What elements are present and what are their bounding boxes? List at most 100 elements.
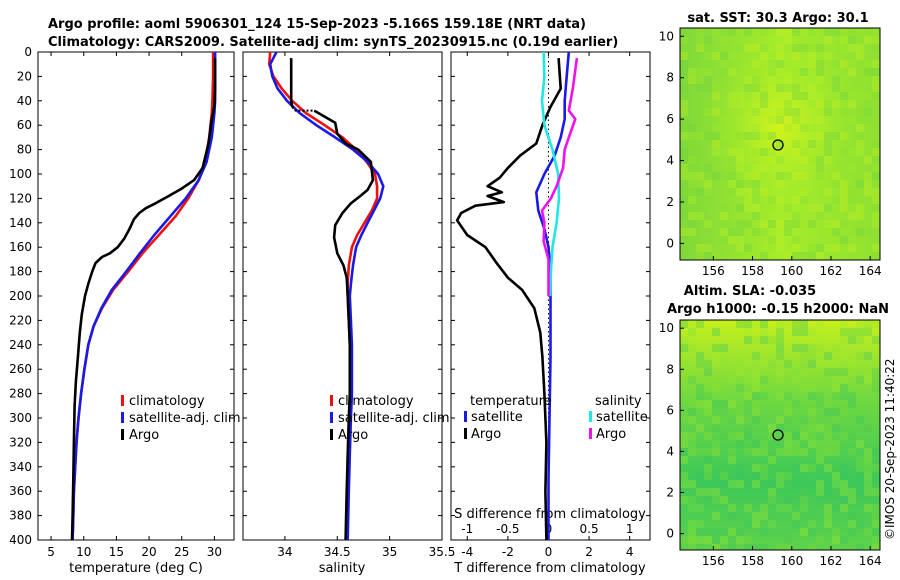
heatmap-cell <box>712 252 720 260</box>
heatmap-cell <box>848 528 856 536</box>
heatmap-cell <box>728 100 736 108</box>
heatmap-cell <box>696 504 704 512</box>
heatmap-cell <box>688 488 696 496</box>
heatmap-cell <box>832 472 840 480</box>
heatmap-cell <box>832 28 840 36</box>
heatmap-cell <box>816 336 824 344</box>
heatmap-cell <box>808 344 816 352</box>
heatmap-cell <box>784 228 792 236</box>
heatmap-cell <box>776 336 784 344</box>
heatmap-cell <box>792 252 800 260</box>
heatmap-cell <box>728 456 736 464</box>
heatmap-cell <box>864 352 872 360</box>
heatmap-cell <box>720 124 728 132</box>
heatmap-cell <box>824 140 832 148</box>
heatmap-cell <box>752 108 760 116</box>
legend-label-satellite-adj: satellite-adj. clim <box>129 411 241 426</box>
x-tick-label: 5 <box>47 545 55 559</box>
heatmap-cell <box>712 124 720 132</box>
heatmap-cell <box>744 204 752 212</box>
heatmap-cell <box>856 108 864 116</box>
heatmap-cell <box>680 196 688 204</box>
heatmap-cell <box>784 36 792 44</box>
map-x-tick-label: 160 <box>780 264 803 278</box>
heatmap-cell <box>824 156 832 164</box>
heatmap-cell <box>696 244 704 252</box>
heatmap-cell <box>872 188 880 196</box>
map-y-tick-label: 0 <box>666 236 674 250</box>
heatmap-cell <box>824 400 832 408</box>
heatmap-cell <box>792 220 800 228</box>
heatmap-cell <box>816 456 824 464</box>
heatmap-cell <box>736 244 744 252</box>
map-x-tick-label: 162 <box>820 264 843 278</box>
heatmap-cell <box>832 196 840 204</box>
x-tick-label: 30 <box>207 545 222 559</box>
heatmap-cell <box>768 344 776 352</box>
heatmap-cell <box>816 480 824 488</box>
heatmap-cell <box>752 320 760 328</box>
heatmap-cell <box>784 124 792 132</box>
heatmap-cell <box>680 344 688 352</box>
heatmap-cell <box>840 132 848 140</box>
heatmap-cell <box>784 100 792 108</box>
heatmap-cell <box>704 464 712 472</box>
heatmap-cell <box>744 376 752 384</box>
heatmap-cell <box>800 488 808 496</box>
map-y-tick-label: 2 <box>666 195 674 209</box>
temperature-line-argo <box>70 58 217 541</box>
heatmap-cell <box>744 60 752 68</box>
heatmap-cell <box>856 212 864 220</box>
heatmap-cell <box>752 164 760 172</box>
heatmap-cell <box>680 228 688 236</box>
heatmap-cell <box>800 344 808 352</box>
legend-label-s-argo: Argo <box>596 427 626 442</box>
heatmap-cell <box>752 440 760 448</box>
heatmap-cell <box>704 108 712 116</box>
heatmap-cell <box>800 432 808 440</box>
heatmap-cell <box>728 92 736 100</box>
heatmap-cell <box>832 172 840 180</box>
heatmap-cell <box>776 140 784 148</box>
heatmap-cell <box>744 68 752 76</box>
heatmap-cell <box>808 544 816 550</box>
heatmap-cell <box>744 84 752 92</box>
heatmap-cell <box>840 472 848 480</box>
heatmap-cell <box>792 92 800 100</box>
heatmap-cell <box>824 204 832 212</box>
heatmap-cell <box>736 188 744 196</box>
heatmap-cell <box>776 228 784 236</box>
heatmap-cell <box>832 84 840 92</box>
heatmap-cell <box>792 44 800 52</box>
legend-swatch-t-argo <box>464 428 467 439</box>
heatmap-cell <box>848 212 856 220</box>
heatmap-cell <box>720 132 728 140</box>
x-tick-label: -4 <box>461 545 473 559</box>
heatmap-cell <box>784 528 792 536</box>
map-y-tick-label: 4 <box>666 154 674 168</box>
heatmap-cell <box>728 28 736 36</box>
heatmap-cell <box>752 212 760 220</box>
heatmap-cell <box>864 368 872 376</box>
heatmap-cell <box>736 320 744 328</box>
heatmap-cell <box>704 164 712 172</box>
heatmap-cell <box>824 52 832 60</box>
heatmap-cell <box>720 36 728 44</box>
heatmap-cell <box>704 220 712 228</box>
heatmap-cell <box>688 164 696 172</box>
heatmap-cell <box>744 244 752 252</box>
heatmap-cell <box>816 76 824 84</box>
heatmap-cell <box>752 76 760 84</box>
heatmap-cell <box>816 60 824 68</box>
heatmap-cell <box>728 188 736 196</box>
heatmap-cell <box>840 352 848 360</box>
heatmap-cell <box>744 132 752 140</box>
heatmap-cell <box>696 360 704 368</box>
legend-swatch-climatology <box>121 395 124 406</box>
heatmap-cell <box>688 344 696 352</box>
heatmap-cell <box>784 172 792 180</box>
heatmap-cell <box>680 36 688 44</box>
heatmap-cell <box>808 472 816 480</box>
map-x-tick-label: 158 <box>741 264 764 278</box>
heatmap-cell <box>776 440 784 448</box>
